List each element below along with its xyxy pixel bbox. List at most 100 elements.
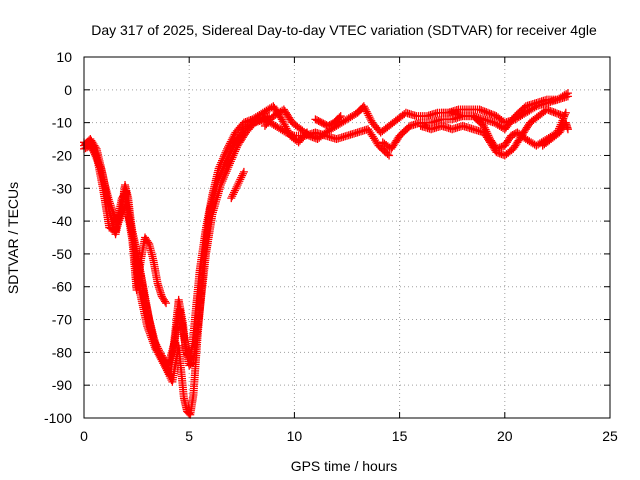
x-tick-label: 0: [80, 428, 88, 444]
data-point-marker: [232, 182, 241, 191]
data-point-marker: [230, 140, 239, 149]
data-point-marker: [89, 146, 98, 155]
data-point-marker: [336, 112, 345, 121]
data-point-marker: [222, 156, 231, 165]
data-point-marker: [487, 110, 496, 119]
data-point-marker: [479, 121, 488, 130]
data-point-marker: [361, 105, 370, 114]
data-point-marker: [287, 130, 296, 139]
data-point-marker: [91, 152, 100, 161]
data-point-marker: [499, 150, 508, 159]
data-point-marker: [481, 125, 490, 134]
data-points: [80, 89, 572, 419]
y-tick-label: -50: [52, 246, 72, 262]
data-point-marker: [480, 107, 489, 116]
data-point-marker: [360, 104, 369, 113]
axis-ticks: 0 5 10 15 20 25-100-90-80-70-60-50-40-30-20-1…: [44, 49, 618, 444]
data-point-marker: [107, 203, 116, 212]
data-point-marker: [477, 106, 486, 115]
data-point-marker: [251, 117, 260, 126]
y-tick-label: -90: [52, 377, 72, 393]
data-point-marker: [279, 119, 288, 128]
data-point-marker: [226, 147, 235, 156]
data-point-marker: [246, 119, 255, 128]
data-point-marker: [563, 125, 572, 134]
data-point-marker: [365, 113, 374, 122]
data-point-marker: [105, 199, 114, 208]
data-point-marker: [363, 109, 372, 118]
data-point-marker: [163, 368, 172, 377]
data-point-marker: [494, 144, 503, 153]
chart-title: Day 317 of 2025, Sidereal Day-to-day VTE…: [91, 22, 597, 38]
data-point-marker: [156, 353, 165, 362]
data-point-marker: [359, 102, 368, 111]
data-point-marker: [475, 105, 484, 114]
data-point-marker: [562, 90, 571, 99]
y-tick-label: -20: [52, 147, 72, 163]
data-point-marker: [484, 131, 493, 140]
data-point-marker: [230, 186, 239, 195]
x-tick-label: 20: [497, 428, 513, 444]
data-point-marker: [256, 115, 265, 124]
data-point-marker: [162, 366, 171, 375]
data-point-marker: [478, 106, 487, 115]
data-point-marker: [93, 156, 102, 165]
data-point-marker: [234, 179, 243, 188]
data-point-marker: [258, 114, 267, 123]
data-point-marker: [109, 208, 118, 217]
x-tick-label: 5: [185, 428, 193, 444]
data-point-marker: [547, 107, 556, 116]
data-point-marker: [250, 117, 259, 126]
data-point-marker: [303, 130, 312, 139]
data-point-marker: [117, 212, 126, 221]
data-point-marker: [216, 170, 225, 179]
data-point-marker: [280, 127, 289, 136]
data-point-marker: [549, 108, 558, 117]
data-point-marker: [90, 150, 99, 159]
data-point-marker: [238, 171, 247, 180]
data-point-marker: [561, 108, 570, 117]
data-point-marker: [116, 214, 125, 223]
y-tick-label: -10: [52, 115, 72, 131]
data-point-marker: [485, 109, 494, 118]
data-point-marker: [228, 143, 237, 152]
x-axis-label: GPS time / hours: [291, 458, 398, 474]
data-point-marker: [164, 370, 173, 379]
data-point-marker: [542, 105, 551, 114]
data-point-marker: [483, 129, 492, 138]
data-point-marker: [480, 123, 489, 132]
data-point-marker: [560, 110, 569, 119]
data-point-marker: [218, 164, 227, 173]
series-track-5: [227, 167, 248, 203]
data-point-marker: [482, 108, 491, 117]
data-point-marker: [225, 149, 234, 158]
data-point-marker: [94, 158, 103, 167]
data-point-marker: [215, 172, 224, 181]
data-point-marker: [546, 106, 555, 115]
data-point-marker: [308, 133, 317, 142]
data-point-marker: [236, 175, 245, 184]
data-point-marker: [283, 129, 292, 138]
series-track-3: [80, 112, 274, 419]
data-point-marker: [157, 355, 166, 364]
data-point-marker: [366, 114, 375, 123]
data-point-marker: [95, 162, 104, 171]
data-point-marker: [229, 141, 238, 150]
data-point-marker: [144, 238, 153, 247]
data-point-marker: [563, 89, 572, 98]
y-tick-label: -100: [44, 410, 72, 426]
data-point-marker: [155, 352, 164, 361]
data-point-marker: [306, 132, 315, 141]
data-point-marker: [362, 107, 371, 116]
data-point-marker: [285, 129, 294, 138]
data-point-marker: [482, 127, 491, 136]
y-tick-label: -60: [52, 279, 72, 295]
data-point-marker: [237, 173, 246, 182]
data-point-marker: [239, 169, 248, 178]
x-tick-label: 15: [392, 428, 408, 444]
data-point-marker: [221, 158, 230, 167]
y-tick-label: -70: [52, 312, 72, 328]
x-tick-label: 10: [287, 428, 303, 444]
data-point-marker: [108, 206, 117, 215]
data-point-marker: [214, 174, 223, 183]
